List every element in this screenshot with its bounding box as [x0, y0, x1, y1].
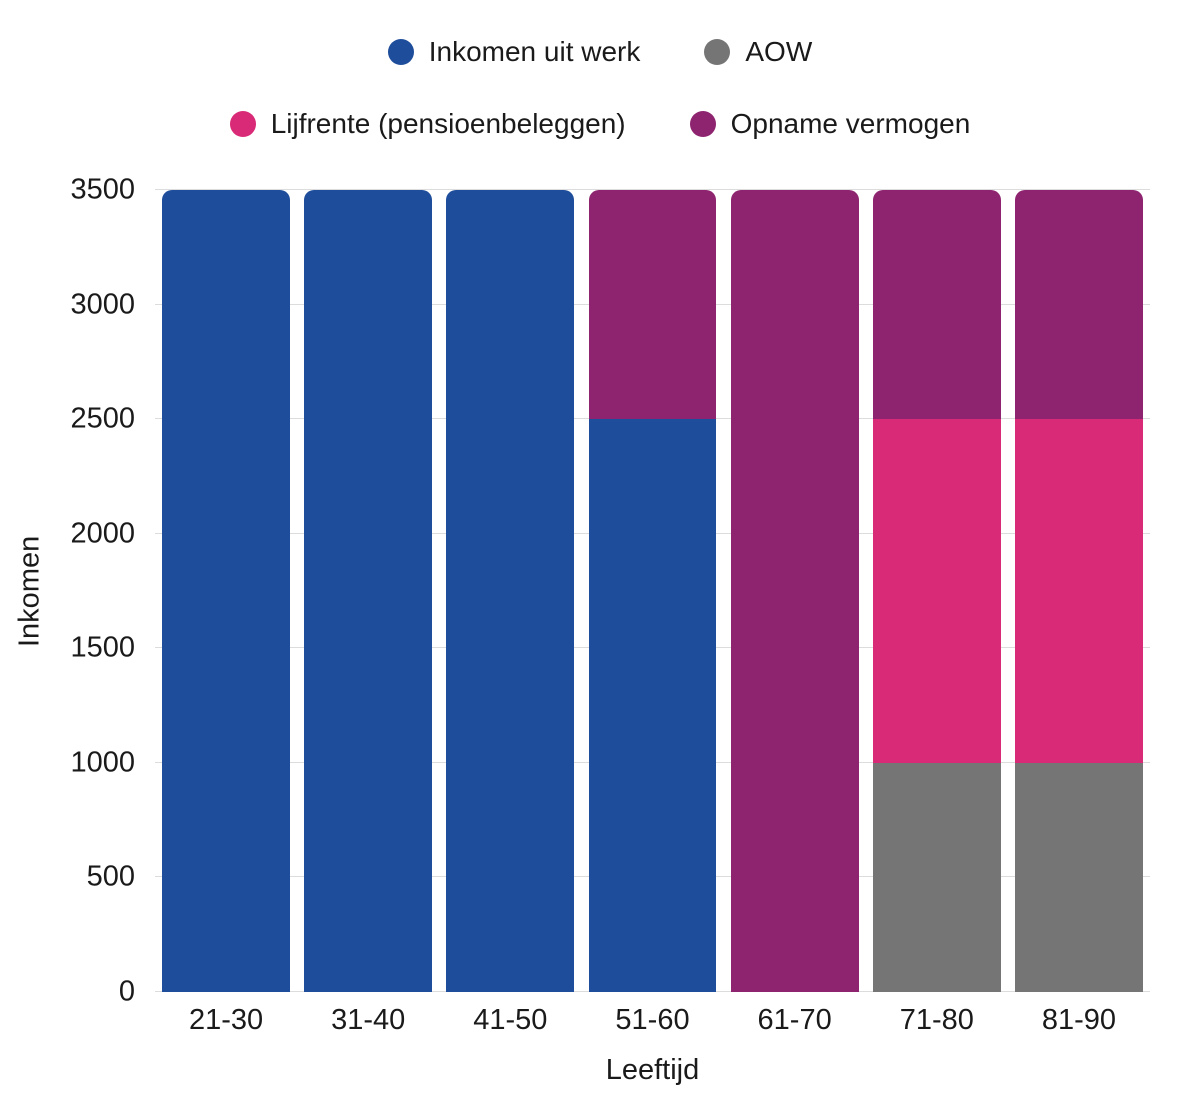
bar-segment-51-60[interactable]	[588, 190, 717, 420]
bar-segment-71-80[interactable]	[872, 190, 1001, 420]
bar-segment-71-80[interactable]	[872, 762, 1001, 992]
bar-band-71-80	[866, 190, 1008, 992]
y-axis: 0 500 1000 1500 2000 2500 3000 3500	[0, 175, 135, 1006]
bars-container	[155, 190, 1150, 992]
bar-band-51-60	[581, 190, 723, 992]
legend-dot-inkomen-uit-werk-icon	[387, 39, 414, 65]
y-tick-label: 1500	[70, 631, 135, 664]
legend-label-lijfrente: Lijfrente (pensioenbeleggen)	[270, 108, 626, 139]
bar-segment-81-90[interactable]	[1014, 190, 1143, 420]
x-tick-label-41-50: 41-50	[473, 1004, 548, 1036]
bar-41-50[interactable]	[446, 190, 575, 992]
bar-segment-71-80[interactable]	[872, 419, 1001, 763]
bar-segment-81-90[interactable]	[1014, 762, 1143, 992]
bar-segment-31-40[interactable]	[304, 190, 433, 992]
x-tick-label-81-90: 81-90	[1041, 1004, 1116, 1036]
plot-area	[155, 189, 1150, 992]
x-axis: 21-30 31-40 41-50 51-60 61-70 71-80 81-90	[155, 1004, 1150, 1037]
legend-row-2: Lijfrente (pensioenbeleggen) Opname verm…	[229, 108, 971, 140]
bar-band-21-30	[155, 190, 297, 992]
x-axis-title: Leeftijd	[605, 1054, 700, 1086]
bar-segment-81-90[interactable]	[1014, 419, 1143, 763]
legend-label-opname-vermogen: Opname vermogen	[730, 108, 971, 139]
y-tick-label: 2500	[70, 402, 135, 435]
bar-21-30[interactable]	[162, 190, 291, 992]
bar-band-41-50	[439, 190, 581, 992]
x-tick-label-71-80: 71-80	[899, 1004, 974, 1036]
bar-31-40[interactable]	[304, 190, 433, 992]
y-tick-label: 3000	[70, 288, 135, 321]
legend-row-1: Inkomen uit werk AOW	[387, 36, 812, 68]
x-tick-label-21-30: 21-30	[188, 1004, 264, 1036]
x-tick-label-51-60: 51-60	[615, 1004, 690, 1036]
bar-71-80[interactable]	[872, 190, 1001, 992]
bar-segment-21-30[interactable]	[162, 190, 291, 992]
legend-dot-opname-vermogen-icon	[689, 111, 716, 137]
legend-item-lijfrente[interactable]: Lijfrente (pensioenbeleggen)	[229, 108, 626, 140]
bar-band-81-90	[1008, 190, 1150, 992]
bar-band-61-70	[724, 190, 866, 992]
y-tick-label: 2000	[70, 517, 135, 550]
legend-label-aow: AOW	[745, 36, 813, 67]
y-tick-label: 3500	[70, 173, 135, 206]
bar-band-31-40	[297, 190, 439, 992]
x-tick-label-61-70: 61-70	[757, 1004, 832, 1036]
bar-segment-61-70[interactable]	[730, 190, 859, 992]
y-tick-label: 0	[118, 975, 135, 1008]
legend-item-opname-vermogen[interactable]: Opname vermogen	[689, 108, 971, 140]
bar-segment-51-60[interactable]	[588, 419, 717, 992]
legend-label-inkomen-uit-werk: Inkomen uit werk	[428, 36, 641, 67]
bar-segment-41-50[interactable]	[446, 190, 575, 992]
y-tick-label: 500	[86, 860, 135, 893]
legend-dot-aow-icon	[704, 39, 731, 65]
gridline	[155, 189, 1150, 190]
chart-legend: Inkomen uit werk AOW Lijfrente (pensioen…	[0, 36, 1200, 140]
legend-item-aow[interactable]: AOW	[704, 36, 812, 68]
bar-51-60[interactable]	[588, 190, 717, 992]
y-tick-label: 1000	[70, 746, 135, 779]
x-tick-label-31-40: 31-40	[331, 1004, 406, 1036]
bar-61-70[interactable]	[730, 190, 859, 992]
bar-81-90[interactable]	[1014, 190, 1143, 992]
legend-dot-lijfrente-icon	[229, 111, 256, 137]
legend-item-inkomen-uit-werk[interactable]: Inkomen uit werk	[387, 36, 641, 68]
